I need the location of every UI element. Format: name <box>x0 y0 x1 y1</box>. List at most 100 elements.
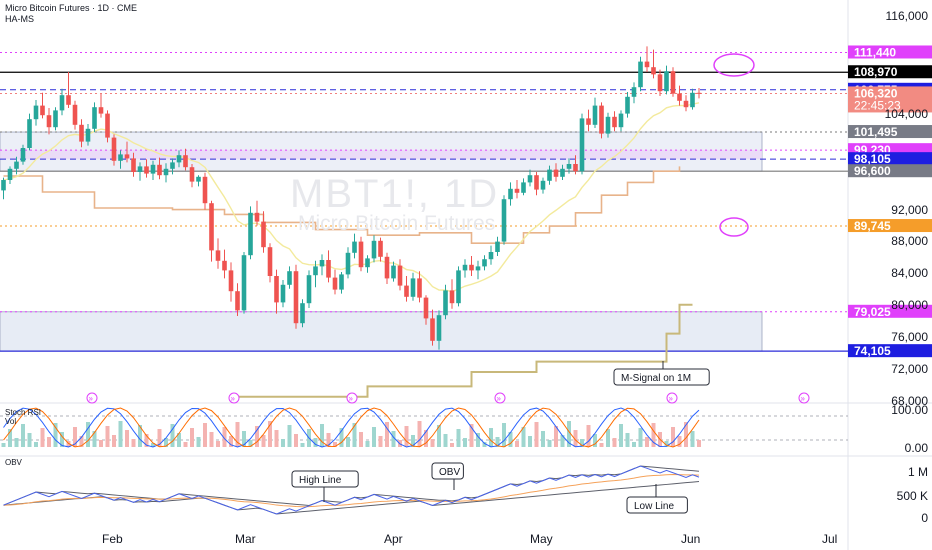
price-level-tag <box>848 164 932 178</box>
volume-bar <box>300 443 305 447</box>
volume-bar <box>573 430 578 447</box>
volume-bar <box>151 443 155 447</box>
volume-bar <box>261 435 266 447</box>
volume-bar <box>99 440 103 447</box>
y-tick-104000: 104,000 <box>884 107 928 121</box>
x-tick-may: May <box>530 532 553 546</box>
volume-bar <box>1 443 6 447</box>
volume-bar <box>170 424 175 447</box>
volume-bar <box>528 436 532 447</box>
moving-average-line <box>3 102 700 293</box>
price-level-label: 96,600 <box>854 164 891 178</box>
volume-bar <box>547 440 552 447</box>
x-tick-jun: Jun <box>681 532 701 546</box>
candle-body <box>131 158 136 172</box>
candle-body <box>599 105 604 134</box>
obv-high-line-annotation-box <box>291 470 359 488</box>
obv-annotation-box <box>431 462 464 480</box>
candle-body <box>495 241 500 252</box>
price-level-label: 89,745 <box>854 219 891 233</box>
volume-bar <box>502 423 506 447</box>
volume-bar <box>606 429 610 447</box>
candle-body <box>144 166 149 174</box>
signal-marker <box>228 392 240 404</box>
price-level-tag <box>848 152 932 166</box>
volume-bar <box>47 437 51 447</box>
volume-bar <box>333 442 337 447</box>
volume-bar <box>378 436 383 447</box>
volume-bar <box>268 421 272 447</box>
volume-bar <box>190 428 194 447</box>
price-zone <box>0 311 763 352</box>
candle-body <box>423 297 429 319</box>
volume-bar <box>287 425 292 447</box>
candle-body <box>449 290 455 304</box>
candle-body <box>371 240 377 259</box>
y-tick-88000: 88,000 <box>891 234 928 248</box>
volume-bar <box>177 433 181 447</box>
candle-body <box>631 87 637 97</box>
volume-bar <box>411 435 415 447</box>
volume-bar <box>534 422 539 447</box>
signal-marker <box>494 392 506 404</box>
volume-bar <box>216 441 220 447</box>
volume-bar <box>404 426 409 447</box>
volume-bar <box>645 437 649 447</box>
candle-body <box>501 199 507 242</box>
candle-body <box>53 110 58 128</box>
volume-bar <box>229 436 233 447</box>
volume-bar <box>690 431 695 447</box>
candle-body <box>72 104 78 125</box>
volume-bar <box>14 438 19 447</box>
candle-body <box>553 169 559 177</box>
volume-bar <box>365 441 370 447</box>
vol-title: Vol <box>5 417 17 426</box>
obv-low-line <box>3 481 700 515</box>
signal-ellipse <box>713 53 755 77</box>
y-tick-76000: 76,000 <box>891 330 928 344</box>
candle-body <box>365 258 370 268</box>
candle-body <box>358 241 364 268</box>
indicator-name: HA-MS <box>5 14 34 24</box>
candle-body <box>462 264 468 271</box>
volume-bar <box>73 427 77 447</box>
price-level-tag <box>848 86 932 113</box>
candle-body <box>40 105 45 116</box>
candle-body <box>527 175 533 183</box>
stoch-tick-0: 0.00 <box>904 441 928 455</box>
volume-bar <box>40 428 45 447</box>
volume-bar <box>625 433 630 447</box>
candle-body <box>170 162 175 169</box>
candle-body <box>625 96 630 114</box>
candle-body <box>280 284 286 303</box>
candle-body <box>326 260 331 278</box>
signal-marker <box>86 392 98 404</box>
volume-bar <box>326 433 331 447</box>
candle-body <box>397 265 403 286</box>
candle-body <box>638 61 643 88</box>
price-level-label: 98,105 <box>854 152 891 166</box>
candle-body <box>683 100 689 108</box>
volume-bar <box>27 433 32 447</box>
price-level-label: 79,025 <box>854 305 891 319</box>
signal-marker-glyph: » <box>497 394 502 403</box>
candle-body <box>417 278 422 298</box>
volume-bar <box>385 422 389 447</box>
candle-body <box>521 182 526 193</box>
candle-body <box>287 271 292 285</box>
candle-body <box>547 169 552 181</box>
candle-body <box>59 95 65 111</box>
candle-body <box>209 203 214 251</box>
candle-body <box>176 155 182 163</box>
candle-body <box>605 116 611 134</box>
y-tick-116000: 116,000 <box>885 9 929 23</box>
signal-marker-glyph: » <box>669 394 674 403</box>
candle-body <box>592 105 598 125</box>
volume-bar <box>157 429 162 447</box>
volume-bar <box>131 439 136 447</box>
price-level-label: 74,105 <box>854 344 891 358</box>
signal-marker-glyph: » <box>89 394 94 403</box>
volume-bar <box>183 442 188 447</box>
volume-bar <box>209 432 214 447</box>
